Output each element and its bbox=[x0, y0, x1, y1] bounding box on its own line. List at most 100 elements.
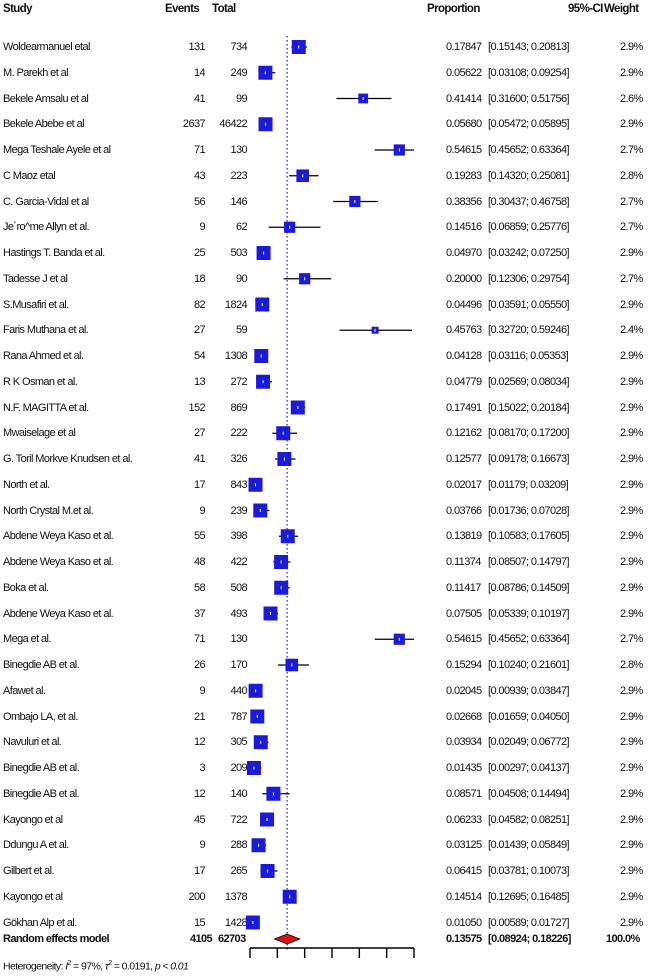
study-proportion: 0.20000 bbox=[446, 272, 482, 285]
study-weight: 2.9% bbox=[620, 41, 643, 53]
study-events: 18 bbox=[193, 272, 206, 285]
study-weight: 2.9% bbox=[620, 839, 643, 852]
study-name: Navuluri et al. bbox=[3, 736, 62, 749]
study-total: 508 bbox=[230, 581, 247, 594]
study-proportion: 0.15294 bbox=[446, 659, 482, 671]
study-proportion: 0.06233 bbox=[446, 813, 482, 826]
study-weight: 2.9% bbox=[620, 916, 643, 929]
header-events: Events bbox=[165, 3, 200, 15]
study-name: R K Osman et al. bbox=[3, 375, 78, 388]
study-ci: [0.08170; 0.17200] bbox=[488, 427, 570, 440]
study-weight: 2.9% bbox=[620, 375, 643, 388]
study-ci: [0.02049; 0.06772] bbox=[488, 736, 570, 749]
study-total: 422 bbox=[230, 556, 247, 568]
tau2-symbol: τ bbox=[104, 960, 109, 973]
study-total: 90 bbox=[235, 272, 248, 285]
study-proportion: 0.19283 bbox=[446, 169, 482, 182]
study-ci: [0.05339; 0.10197] bbox=[488, 607, 570, 620]
study-weight: 2.9% bbox=[620, 298, 643, 311]
study-ci: [0.05472; 0.05895] bbox=[488, 118, 570, 131]
study-proportion: 0.05680 bbox=[446, 118, 482, 131]
study-events: 54 bbox=[193, 350, 206, 362]
study-events: 21 bbox=[193, 710, 206, 723]
study-proportion: 0.14514 bbox=[446, 890, 482, 903]
study-name: Binegdie AB et al. bbox=[3, 762, 80, 774]
study-name: Ddungu A et al. bbox=[3, 839, 69, 852]
study-events: 25 bbox=[193, 247, 206, 259]
summary-total: 62703 bbox=[218, 933, 246, 945]
study-ci: [0.31600; 0.51756] bbox=[488, 92, 570, 105]
study-name: Rana Ahmed et al. bbox=[3, 350, 84, 362]
study-events: 82 bbox=[193, 298, 206, 311]
study-proportion: 0.01050 bbox=[446, 916, 482, 929]
header-weight: Weight bbox=[604, 3, 639, 15]
study-events: 9 bbox=[199, 504, 205, 517]
study-events: 15 bbox=[193, 916, 206, 929]
study-weight: 2.9% bbox=[620, 530, 643, 543]
study-proportion: 0.11417 bbox=[446, 581, 481, 594]
study-ci: [0.32720; 0.59246] bbox=[488, 324, 570, 337]
study-proportion: 0.54615 bbox=[446, 144, 482, 156]
study-ci: [0.12695; 0.16485] bbox=[488, 890, 570, 903]
study-name: Boka et al. bbox=[3, 581, 49, 594]
study-name: Hastings T. Banda et al. bbox=[3, 247, 105, 259]
study-name: Kayongo et al bbox=[3, 890, 63, 903]
study-ci: [0.00589; 0.01727] bbox=[488, 916, 570, 929]
study-events: 9 bbox=[199, 684, 205, 697]
study-name: M. Parekh et al bbox=[3, 66, 69, 79]
summary-weight: 100.0% bbox=[606, 933, 640, 945]
study-weight: 2.9% bbox=[620, 66, 643, 79]
study-ci: [0.01439; 0.05849] bbox=[488, 839, 570, 852]
study-name: Bekele Amsalu et al bbox=[3, 92, 89, 105]
study-weight: 2.9% bbox=[620, 504, 643, 517]
study-ci: [0.01179; 0.03209] bbox=[488, 478, 569, 491]
study-proportion: 0.08571 bbox=[446, 787, 482, 800]
study-total: 440 bbox=[230, 684, 247, 697]
study-weight: 2.7% bbox=[620, 144, 643, 156]
study-ci: [0.45652; 0.63364] bbox=[488, 633, 570, 646]
study-total: 249 bbox=[230, 66, 247, 79]
study-ci: [0.03781; 0.10073] bbox=[488, 865, 570, 877]
study-total: 62 bbox=[235, 221, 248, 234]
study-weight: 2.9% bbox=[620, 865, 643, 877]
heterogeneity-prefix: Heterogeneity: bbox=[3, 960, 66, 973]
study-name: S.Musafiri et al. bbox=[3, 298, 69, 311]
study-proportion: 0.38356 bbox=[446, 195, 482, 208]
study-name: Binegdie AB et al. bbox=[3, 659, 80, 671]
study-ci: [0.03108; 0.09254] bbox=[488, 66, 570, 79]
study-ci: [0.15143; 0.20813] bbox=[488, 41, 570, 53]
study-total: 305 bbox=[230, 736, 247, 749]
heterogeneity-stats: Heterogeneity: I2 = 97%, τ2 = 0.0191, p … bbox=[3, 960, 189, 973]
study-events: 17 bbox=[193, 478, 206, 491]
study-total: 869 bbox=[230, 401, 247, 414]
study-weight: 2.9% bbox=[620, 453, 643, 465]
study-total: 99 bbox=[235, 92, 248, 105]
study-proportion: 0.04496 bbox=[446, 298, 482, 311]
study-proportion: 0.12577 bbox=[446, 453, 482, 465]
study-proportion: 0.07505 bbox=[446, 607, 482, 620]
study-ci: [0.12306; 0.29754] bbox=[488, 272, 570, 285]
study-name: G. Toril Morkve Knudsen et al. bbox=[3, 453, 133, 465]
study-name: Abdene Weya Kaso et al. bbox=[3, 607, 114, 620]
p-value: p < 0.01 bbox=[154, 960, 189, 973]
study-ci: [0.00297; 0.04137] bbox=[488, 762, 570, 774]
study-events: 152 bbox=[188, 401, 205, 414]
study-proportion: 0.12162 bbox=[446, 427, 482, 440]
study-total: 1378 bbox=[224, 890, 248, 903]
study-weight: 2.8% bbox=[620, 169, 643, 182]
study-proportion: 0.03934 bbox=[446, 736, 482, 749]
study-ci: [0.08786; 0.14509] bbox=[488, 581, 570, 594]
study-events: 27 bbox=[193, 427, 206, 440]
study-ci: [0.04582; 0.08251] bbox=[488, 813, 570, 826]
study-ci: [0.03591; 0.05550] bbox=[488, 298, 570, 311]
study-name: C Maoz etal bbox=[3, 169, 56, 182]
study-proportion: 0.03766 bbox=[446, 504, 482, 517]
study-weight: 2.9% bbox=[620, 684, 643, 697]
study-events: 41 bbox=[193, 453, 206, 465]
study-events: 55 bbox=[193, 530, 206, 543]
study-total: 130 bbox=[230, 144, 247, 156]
study-weight: 2.6% bbox=[620, 92, 643, 105]
study-ci: [0.04508; 0.14494] bbox=[488, 787, 570, 800]
study-weight: 2.9% bbox=[620, 607, 643, 620]
study-total: 146 bbox=[230, 195, 247, 208]
